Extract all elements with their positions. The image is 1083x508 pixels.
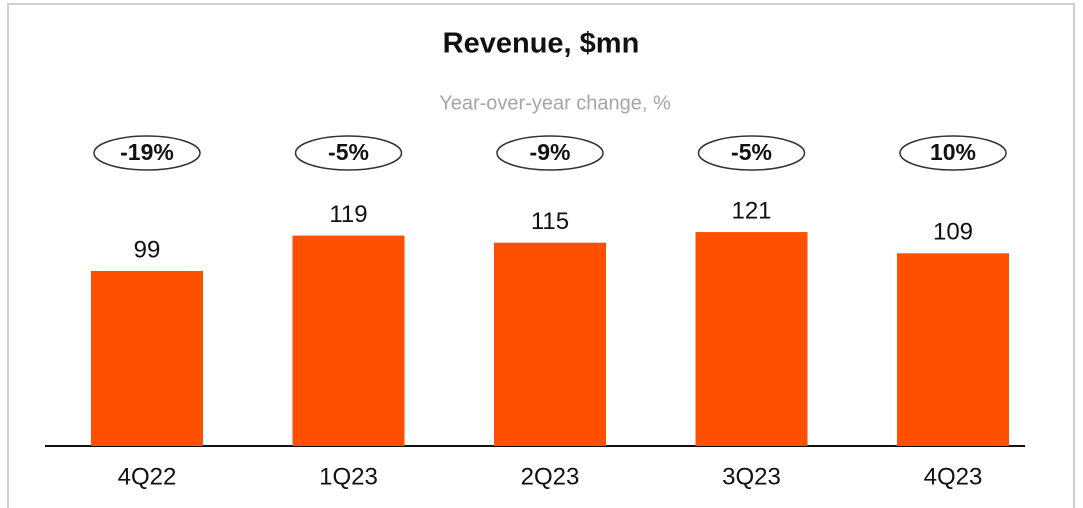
x-tick-label: 4Q22 xyxy=(118,463,177,490)
chart-subtitle: Year-over-year change, % xyxy=(439,92,671,114)
value-label: 119 xyxy=(329,201,367,228)
annotation-oval xyxy=(294,135,403,171)
annotation: -5% xyxy=(731,139,772,165)
value-label: 115 xyxy=(531,208,569,235)
bar xyxy=(292,235,405,446)
bar xyxy=(91,270,203,446)
x-tick-label: 2Q23 xyxy=(521,463,580,490)
x-tick-label: 4Q23 xyxy=(924,463,983,490)
x-tick-label: 3Q23 xyxy=(722,463,781,490)
bar xyxy=(897,253,1009,446)
annotation: -5% xyxy=(328,139,369,165)
bar xyxy=(494,242,606,446)
annotation: -9% xyxy=(530,139,571,165)
annotation-oval xyxy=(697,135,806,171)
annotation-oval xyxy=(93,135,201,171)
value-label: 99 xyxy=(134,236,161,263)
value-label: 121 xyxy=(731,197,771,224)
annotation: 10% xyxy=(930,139,976,165)
annotation: -19% xyxy=(120,139,174,165)
value-label: 109 xyxy=(933,219,973,246)
annotation-oval xyxy=(899,135,1007,171)
chart-title: Revenue, $mn xyxy=(443,28,640,60)
annotation-oval xyxy=(496,135,604,171)
bar xyxy=(695,232,808,446)
frame xyxy=(7,3,1075,508)
x-tick-label: 1Q23 xyxy=(319,463,378,490)
